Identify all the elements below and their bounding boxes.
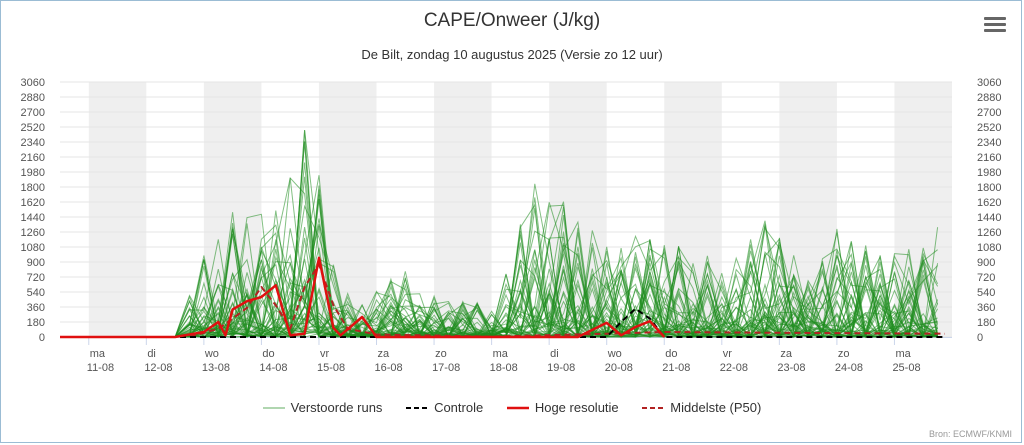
hires-line — [60, 256, 666, 339]
y-tick-label-right: 2880 — [977, 92, 1001, 104]
x-tick-label-date: 24-08 — [835, 362, 863, 374]
y-tick-label-right: 1980 — [977, 167, 1001, 179]
y-tick-label: 360 — [27, 302, 45, 314]
y-tick-label: 2880 — [21, 92, 45, 104]
x-tick-label-day: di — [550, 348, 559, 360]
legend-item-verstoorde-runs[interactable]: Verstoorde runs — [262, 400, 383, 415]
y-tick-label: 2160 — [21, 152, 45, 164]
y-tick-label: 1080 — [21, 242, 45, 254]
day-band — [894, 82, 952, 337]
legend-item-controle[interactable]: Controle — [406, 400, 483, 415]
legend-label: Middelste (P50) — [670, 400, 762, 415]
x-tick-label-date: 20-08 — [605, 362, 633, 374]
legend-label: Controle — [434, 400, 484, 415]
x-tick-label-day: zo — [838, 348, 850, 360]
chart-legend: Verstoorde runs Controle Hoge resolutie … — [0, 400, 1024, 416]
y-tick-label: 1980 — [21, 167, 45, 179]
x-tick-label-day: vr — [723, 348, 733, 360]
x-tick-label-day: wo — [204, 348, 219, 360]
x-tick-label-date: 12-08 — [144, 362, 172, 374]
x-tick-label-day: ma — [493, 348, 509, 360]
y-tick-label-right: 2520 — [977, 122, 1001, 134]
legend-item-hoge-resolutie[interactable]: Hoge resolutie — [506, 400, 619, 415]
y-tick-label-right: 540 — [977, 287, 995, 299]
y-tick-label-right: 0 — [977, 332, 983, 344]
chart-title: CAPE/Onweer (J/kg) — [423, 10, 601, 31]
ensemble-run-line — [60, 248, 938, 338]
x-tick-label-day: vr — [320, 348, 330, 360]
y-tick-label-right: 2340 — [977, 137, 1001, 149]
y-tick-label-right: 1080 — [977, 242, 1001, 254]
y-tick-label-right: 3060 — [977, 77, 1001, 89]
y-tick-label-right: 720 — [977, 272, 995, 284]
x-tick-label-day: ma — [90, 348, 106, 360]
x-tick-label-date: 17-08 — [432, 362, 460, 374]
x-tick-label-date: 25-08 — [892, 362, 920, 374]
legend-label: Verstoorde runs — [290, 400, 383, 415]
credits: Bron: ECMWF/KNMI — [928, 429, 1012, 439]
x-tick-label-date: 14-08 — [259, 362, 287, 374]
x-tick-label-date: 18-08 — [490, 362, 518, 374]
y-tick-label-right: 2700 — [977, 107, 1001, 119]
y-tick-label-right: 2160 — [977, 152, 1001, 164]
day-band — [434, 82, 492, 337]
y-tick-label: 1440 — [21, 212, 45, 224]
ensemble-run-line — [60, 231, 938, 338]
legend-label: Hoge resolutie — [534, 400, 619, 415]
x-tick-label-day: do — [262, 348, 274, 360]
x-tick-label-date: 13-08 — [202, 362, 230, 374]
x-tick-label-day: za — [378, 348, 391, 360]
y-tick-label: 2520 — [21, 122, 45, 134]
y-tick-label-right: 180 — [977, 317, 995, 329]
ensemble-run-line — [60, 225, 938, 338]
y-tick-label: 1260 — [21, 227, 45, 239]
y-tick-label: 900 — [27, 257, 45, 269]
legend-swatch-icon — [506, 406, 529, 409]
x-tick-label-date: 19-08 — [547, 362, 575, 374]
x-tick-label-date: 21-08 — [662, 362, 690, 374]
y-tick-label: 2340 — [21, 137, 45, 149]
x-tick-label-day: zo — [435, 348, 447, 360]
x-tick-label-date: 23-08 — [777, 362, 805, 374]
day-band — [664, 82, 722, 337]
x-tick-label-date: 11-08 — [87, 362, 114, 374]
y-tick-label: 3060 — [21, 77, 45, 89]
x-tick-label-day: do — [665, 348, 677, 360]
x-tick-label-date: 22-08 — [720, 362, 748, 374]
legend-swatch-icon — [262, 407, 285, 408]
chart-subtitle: De Bilt, zondag 10 augustus 2025 (Versie… — [361, 47, 663, 62]
y-tick-label-right: 1620 — [977, 197, 1001, 209]
x-tick-label-day: ma — [895, 348, 911, 360]
x-tick-label-day: di — [147, 348, 156, 360]
y-tick-label-right: 900 — [977, 257, 995, 269]
y-tick-label: 540 — [27, 287, 45, 299]
ensemble-run-line — [60, 247, 939, 338]
legend-item-middelste-p50[interactable]: Middelste (P50) — [642, 400, 761, 415]
y-tick-label-right: 1260 — [977, 227, 1001, 239]
y-tick-label-right: 1440 — [977, 212, 1001, 224]
x-tick-label-date: 16-08 — [375, 362, 403, 374]
y-tick-label: 180 — [27, 317, 45, 329]
hamburger-menu-icon[interactable] — [984, 17, 1006, 35]
y-tick-label: 720 — [27, 272, 45, 284]
y-tick-label: 2700 — [21, 107, 45, 119]
y-tick-label-right: 1800 — [977, 182, 1001, 194]
x-tick-label-day: wo — [607, 348, 622, 360]
day-band — [88, 82, 147, 337]
y-tick-label: 1620 — [21, 197, 45, 209]
y-tick-label-right: 360 — [977, 302, 995, 314]
y-tick-label: 0 — [39, 332, 45, 344]
x-tick-label-day: za — [780, 348, 793, 360]
x-tick-label-date: 15-08 — [317, 362, 345, 374]
legend-swatch-icon — [406, 406, 429, 409]
legend-swatch-icon — [642, 406, 665, 409]
ensemble-run-line — [60, 215, 939, 338]
y-tick-label: 1800 — [21, 182, 45, 194]
